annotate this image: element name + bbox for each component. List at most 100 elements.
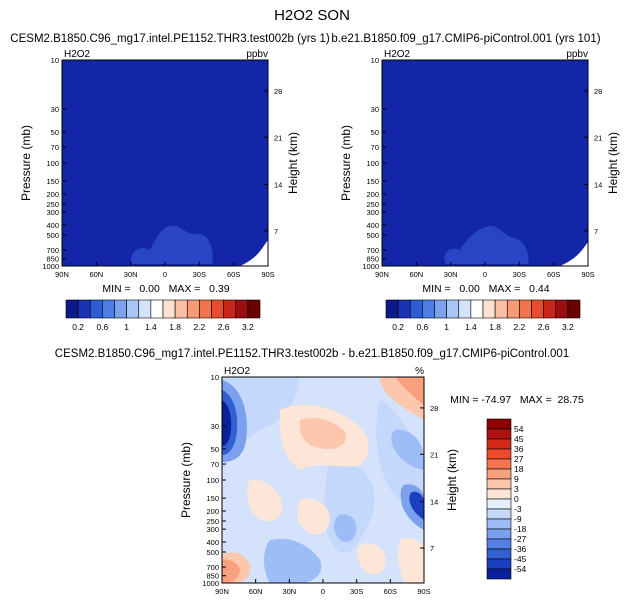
y-tick-label: 200 xyxy=(46,190,59,199)
y-tick-label: 850 xyxy=(46,255,59,264)
x-tick-label: 30S xyxy=(193,270,206,279)
panel3-min-max: MIN = -74.97 MAX = 28.75 xyxy=(450,394,584,406)
colorbar-label: 3 xyxy=(514,484,519,494)
x-tick-label: 90N xyxy=(55,270,69,279)
y-right-tick-label: 7 xyxy=(274,227,278,236)
y-tick-label: 500 xyxy=(46,231,59,240)
colorbar-box xyxy=(138,299,152,319)
panel1-min-max: MIN = 0.00 MAX = 0.39 xyxy=(102,283,229,295)
colorbar-label: 2.2 xyxy=(193,322,205,332)
x-tick-label: 90N xyxy=(375,270,389,279)
panel2-surface-corner xyxy=(560,242,588,266)
y-tick-label: 500 xyxy=(366,231,379,240)
y-tick-label: 100 xyxy=(366,159,379,168)
colorbar-label: 54 xyxy=(514,424,524,434)
y-tick-label: 150 xyxy=(366,177,379,186)
x-tick-label: 90S xyxy=(581,270,594,279)
panel2-ylabel-right: Height (km) xyxy=(606,132,620,194)
main-title: H2O2 SON xyxy=(274,7,350,24)
y-tick-label: 10 xyxy=(51,56,59,65)
colorbar-label: -36 xyxy=(514,544,527,554)
panel2-axes: 1030507010015020025030040050070085010002… xyxy=(362,56,602,279)
x-tick-label: 30S xyxy=(513,270,526,279)
colorbar-box xyxy=(89,299,103,319)
y-tick-label: 10 xyxy=(371,56,379,65)
colorbar-box xyxy=(223,299,237,319)
panel1-ylabel-right: Height (km) xyxy=(286,132,300,194)
colorbar-label: 0.6 xyxy=(96,322,108,332)
colorbar-box xyxy=(199,299,212,319)
colorbar-box xyxy=(446,299,460,319)
colorbar-box xyxy=(470,299,484,319)
colorbar-box xyxy=(397,299,411,319)
panel3-ylabel: Pressure (mb) xyxy=(179,442,193,518)
y-tick-label: 400 xyxy=(46,221,59,230)
panel1-var-label: H2O2 xyxy=(64,49,91,60)
colorbar-box xyxy=(126,299,140,319)
colorbar-box xyxy=(114,299,127,319)
colorbar-label: 1 xyxy=(124,322,129,332)
y-right-tick-label: 14 xyxy=(274,181,282,190)
y-tick-label: 700 xyxy=(206,563,219,572)
colorbar-label: 1.4 xyxy=(145,322,157,332)
panel3-ylabel-right: Height (km) xyxy=(445,449,459,511)
panel2-units: ppbv xyxy=(566,49,588,60)
colorbar-box xyxy=(555,299,569,319)
colorbar-label: 27 xyxy=(514,454,524,464)
colorbar-label: 9 xyxy=(514,474,519,484)
y-right-tick-label: 7 xyxy=(594,227,598,236)
colorbar-box xyxy=(385,299,399,319)
panel2-plot xyxy=(381,59,589,267)
colorbar-box xyxy=(409,299,423,319)
y-tick-label: 30 xyxy=(371,105,379,114)
colorbar-box xyxy=(235,299,249,319)
colorbar-label: -27 xyxy=(514,534,527,544)
x-tick-label: 30S xyxy=(350,587,363,596)
panel1-axes: 1030507010015020025030040050070085010002… xyxy=(42,56,282,279)
x-tick-label: 90S xyxy=(417,587,430,596)
colorbar-box xyxy=(486,458,512,470)
colorbar-box xyxy=(482,299,496,319)
colorbar-box xyxy=(486,468,512,480)
x-tick-label: 90N xyxy=(215,587,229,596)
x-tick-label: 60S xyxy=(384,587,397,596)
panel3-case-title: CESM2.B1850.C96_mg17.intel.PE1152.THR3.t… xyxy=(55,348,569,360)
colorbar-box xyxy=(543,299,557,319)
y-right-tick-label: 14 xyxy=(594,181,602,190)
y-tick-label: 70 xyxy=(51,143,59,152)
colorbar-label: -54 xyxy=(514,564,527,574)
y-tick-label: 250 xyxy=(46,200,59,209)
colorbar-box xyxy=(486,548,512,560)
x-tick-label: 30N xyxy=(124,270,138,279)
panel2-min-max: MIN = 0.00 MAX = 0.44 xyxy=(422,283,549,295)
y-tick-label: 150 xyxy=(206,494,219,503)
y-tick-label: 50 xyxy=(211,445,219,454)
colorbar-label: 2.6 xyxy=(538,322,550,332)
x-tick-label: 60N xyxy=(409,270,423,279)
y-right-tick-label: 28 xyxy=(274,87,282,96)
panel1-surface-corner xyxy=(240,240,268,266)
x-tick-label: 30N xyxy=(444,270,458,279)
y-tick-label: 100 xyxy=(206,476,219,485)
y-right-tick-label: 7 xyxy=(430,544,434,553)
y-tick-label: 30 xyxy=(51,105,59,114)
colorbar-box xyxy=(486,518,512,530)
colorbar-box xyxy=(211,299,224,319)
y-tick-label: 1000 xyxy=(202,579,219,588)
y-tick-label: 300 xyxy=(366,208,379,217)
y-tick-label: 700 xyxy=(366,246,379,255)
colorbar-box xyxy=(486,558,512,570)
y-tick-label: 1000 xyxy=(362,262,379,271)
y-right-tick-label: 14 xyxy=(430,498,438,507)
panel3-units: % xyxy=(415,366,424,377)
colorbar-label: 0 xyxy=(514,494,519,504)
y-tick-label: 100 xyxy=(46,159,59,168)
y-right-tick-label: 21 xyxy=(430,450,438,459)
panel1-ylabel: Pressure (mb) xyxy=(19,125,33,201)
y-tick-label: 200 xyxy=(366,190,379,199)
y-tick-label: 150 xyxy=(46,177,59,186)
colorbar-label: -9 xyxy=(514,514,522,524)
colorbar-box xyxy=(486,568,512,580)
x-tick-label: 0 xyxy=(163,270,167,279)
